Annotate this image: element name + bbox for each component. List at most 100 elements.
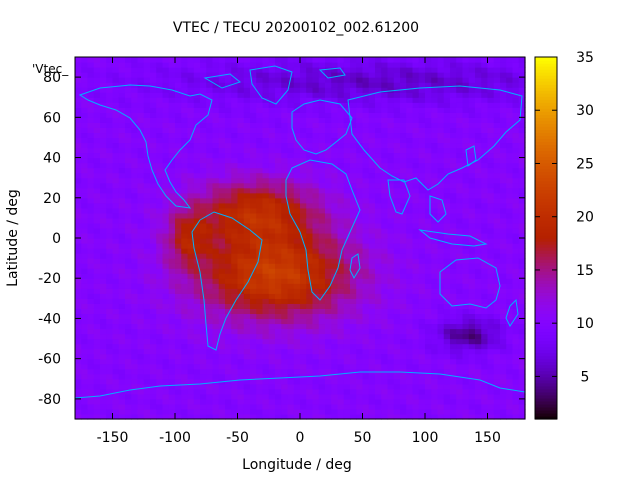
heatmap-cell bbox=[275, 207, 282, 214]
heatmap-cell bbox=[431, 408, 439, 415]
heatmap-cell bbox=[206, 227, 214, 234]
heatmap-cell bbox=[437, 97, 445, 103]
heatmap-cell bbox=[337, 147, 345, 154]
heatmap-cell bbox=[450, 398, 457, 405]
heatmap-cell bbox=[481, 152, 489, 159]
heatmap-cell bbox=[275, 222, 282, 229]
heatmap-cell bbox=[475, 293, 482, 299]
heatmap-cell bbox=[368, 318, 376, 325]
heatmap-cell bbox=[418, 207, 426, 214]
heatmap-cell bbox=[312, 157, 320, 164]
heatmap-cell bbox=[193, 162, 201, 169]
heatmap-cell bbox=[218, 368, 226, 375]
heatmap-cell bbox=[362, 313, 370, 320]
heatmap-cell bbox=[212, 248, 220, 254]
heatmap-cell bbox=[387, 373, 395, 380]
heatmap-cell bbox=[162, 308, 170, 315]
heatmap-cell bbox=[400, 398, 407, 405]
heatmap-cell bbox=[212, 137, 220, 144]
heatmap-cell bbox=[387, 403, 395, 410]
heatmap-cell bbox=[375, 358, 382, 365]
heatmap-cell bbox=[81, 403, 89, 410]
heatmap-cell bbox=[275, 107, 282, 113]
heatmap-cell bbox=[493, 358, 501, 365]
heatmap-cell bbox=[193, 398, 201, 405]
heatmap-cell bbox=[362, 408, 370, 415]
heatmap-cell bbox=[206, 273, 214, 279]
heatmap-cell bbox=[250, 117, 257, 123]
heatmap-cell bbox=[412, 92, 420, 98]
heatmap-cell bbox=[462, 333, 470, 340]
heatmap-cell bbox=[93, 92, 101, 98]
heatmap-cell bbox=[406, 333, 414, 340]
heatmap-cell bbox=[268, 388, 276, 395]
heatmap-cell bbox=[418, 393, 426, 400]
heatmap-cell bbox=[300, 243, 307, 249]
heatmap-cell bbox=[275, 117, 282, 123]
heatmap-cell bbox=[318, 278, 326, 284]
heatmap-cell bbox=[250, 97, 257, 103]
heatmap-cell bbox=[493, 157, 501, 164]
heatmap-cell bbox=[418, 177, 426, 184]
heatmap-cell bbox=[143, 127, 151, 134]
heatmap-cell bbox=[156, 403, 164, 410]
heatmap-cell bbox=[375, 112, 382, 118]
heatmap-cell bbox=[168, 92, 176, 98]
heatmap-cell bbox=[218, 283, 226, 289]
heatmap-cell bbox=[468, 157, 476, 164]
heatmap-cell bbox=[106, 383, 114, 390]
heatmap-cell bbox=[462, 222, 470, 229]
heatmap-cell bbox=[343, 278, 351, 284]
heatmap-cell bbox=[212, 413, 220, 420]
heatmap-cell bbox=[350, 258, 357, 264]
heatmap-cell bbox=[356, 303, 364, 309]
heatmap-cell bbox=[325, 373, 332, 380]
heatmap-cell bbox=[406, 97, 414, 103]
heatmap-cell bbox=[356, 278, 364, 284]
heatmap-cell bbox=[168, 348, 176, 355]
heatmap-cell bbox=[337, 232, 345, 239]
heatmap-cell bbox=[412, 172, 420, 179]
heatmap-cell bbox=[431, 258, 439, 264]
heatmap-cell bbox=[237, 167, 245, 174]
heatmap-cell bbox=[168, 323, 176, 330]
heatmap-cell bbox=[143, 253, 151, 259]
heatmap-cell bbox=[450, 323, 457, 330]
heatmap-cell bbox=[256, 232, 264, 239]
heatmap-cell bbox=[162, 263, 170, 269]
heatmap-cell bbox=[112, 127, 120, 134]
heatmap-cell bbox=[331, 338, 339, 345]
heatmap-cell bbox=[118, 413, 126, 420]
heatmap-cell bbox=[293, 187, 301, 194]
heatmap-cell bbox=[262, 112, 270, 118]
heatmap-cell bbox=[218, 393, 226, 400]
heatmap-cell bbox=[262, 348, 270, 355]
heatmap-cell bbox=[281, 308, 289, 315]
heatmap-cell bbox=[356, 283, 364, 289]
heatmap-cell bbox=[112, 112, 120, 118]
heatmap-cell bbox=[437, 77, 445, 83]
heatmap-cell bbox=[393, 122, 401, 128]
heatmap-cell bbox=[150, 147, 157, 154]
heatmap-cell bbox=[343, 343, 351, 350]
heatmap-cell bbox=[87, 167, 95, 174]
heatmap-cell bbox=[368, 258, 376, 264]
heatmap-cell bbox=[350, 82, 357, 88]
heatmap-cell bbox=[75, 172, 82, 179]
heatmap-cell bbox=[362, 112, 370, 118]
heatmap-cell bbox=[487, 177, 495, 184]
heatmap-cell bbox=[87, 338, 95, 345]
heatmap-cell bbox=[350, 212, 357, 219]
heatmap-cell bbox=[312, 343, 320, 350]
heatmap-cell bbox=[131, 202, 139, 209]
heatmap-cell bbox=[425, 363, 432, 370]
heatmap-cell bbox=[125, 127, 132, 134]
heatmap-cell bbox=[400, 232, 407, 239]
heatmap-cell bbox=[112, 343, 120, 350]
heatmap-cell bbox=[75, 132, 82, 139]
heatmap-cell bbox=[200, 268, 207, 274]
heatmap-cell bbox=[300, 288, 307, 294]
heatmap-cell bbox=[181, 207, 189, 214]
heatmap-cell bbox=[350, 283, 357, 289]
heatmap-cell bbox=[387, 232, 395, 239]
